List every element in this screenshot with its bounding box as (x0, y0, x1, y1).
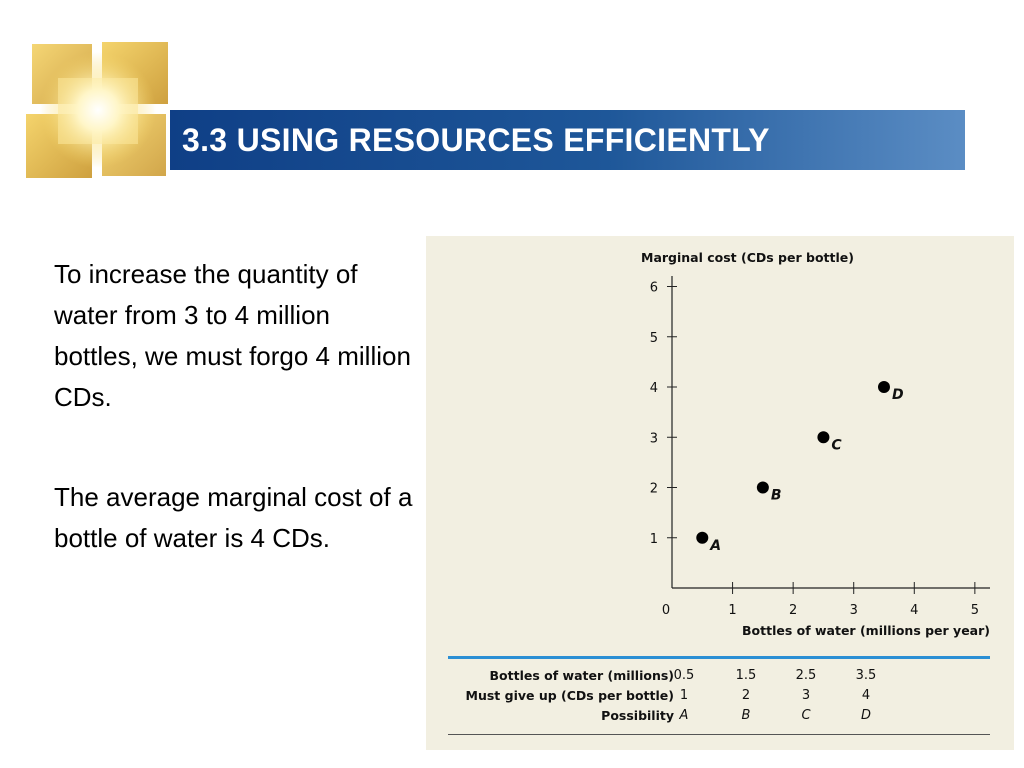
figure-panel: Marginal cost (CDs per bottle) Bottles o… (426, 236, 1014, 750)
table-cell: 4 (861, 688, 871, 703)
point-label-c: C (831, 437, 842, 453)
x-tick-label: 3 (850, 603, 858, 618)
data-point-c (817, 431, 830, 444)
table-cell: 2.5 (795, 668, 817, 683)
logo-icon (26, 42, 168, 178)
table-row-label: Possibility (601, 708, 674, 723)
scatter-chart: Marginal cost (CDs per bottle) Bottles o… (641, 250, 990, 638)
y-tick-label: 3 (650, 431, 658, 446)
table-cell: B (741, 708, 751, 723)
data-points: A B C D (696, 381, 904, 554)
table-cell: A (679, 708, 689, 723)
y-tick-label: 1 (650, 532, 658, 547)
data-point-d (878, 381, 890, 394)
point-label-b: B (771, 488, 782, 504)
table-cell: 0.5 (673, 668, 695, 683)
table-row: Bottles of water (millions) 0.5 1.5 2.5 3.5 (426, 668, 1014, 688)
x-tick-label: 2 (789, 603, 797, 618)
x-tick-label: 0 (662, 603, 670, 618)
data-point-a (696, 531, 709, 544)
y-axis-label: Marginal cost (CDs per bottle) (641, 250, 854, 265)
table-row-label: Must give up (CDs per bottle) (465, 688, 674, 703)
body-paragraph: To increase the quantity of water from 3… (54, 259, 411, 412)
slide-title: 3.3 USING RESOURCES EFFICIENTLY (182, 122, 770, 158)
table-row: Possibility A B C D (426, 708, 1014, 728)
y-tick-label: 5 (650, 331, 658, 346)
axes (671, 276, 990, 589)
y-tick-label: 4 (650, 381, 658, 396)
table-cell: D (860, 708, 871, 723)
table-top-rule (448, 656, 990, 659)
table-bottom-rule (448, 734, 990, 735)
table-row-label: Bottles of water (millions) (489, 668, 674, 683)
point-label-a: A (709, 538, 721, 554)
data-point-b (756, 481, 769, 494)
table-cell: 1.5 (735, 668, 757, 683)
body-paragraph: The average marginal cost of a bottle of… (54, 482, 413, 553)
x-tick-label: 5 (971, 603, 979, 618)
point-label-d: D (892, 387, 904, 403)
table-cell: 3 (801, 688, 811, 703)
table-cell: 1 (679, 688, 689, 703)
y-tick-label: 6 (650, 281, 658, 296)
title-bar: 3.3 USING RESOURCES EFFICIENTLY (170, 110, 965, 170)
x-tick-label: 1 (728, 603, 736, 618)
table-cell: 3.5 (855, 668, 877, 683)
x-axis-label: Bottles of water (millions per year) (742, 623, 990, 638)
table-cell: 2 (741, 688, 751, 703)
x-tick-label: 4 (910, 603, 918, 618)
table-cell: C (801, 708, 811, 723)
data-table: Bottles of water (millions) 0.5 1.5 2.5 3.5 M… (426, 652, 1014, 750)
ticks: 1 2 3 4 5 6 0 1 2 3 4 5 (650, 281, 979, 618)
table-row: Must give up (CDs per bottle) 1 2 3 4 (426, 688, 1014, 708)
y-tick-label: 2 (650, 482, 658, 497)
